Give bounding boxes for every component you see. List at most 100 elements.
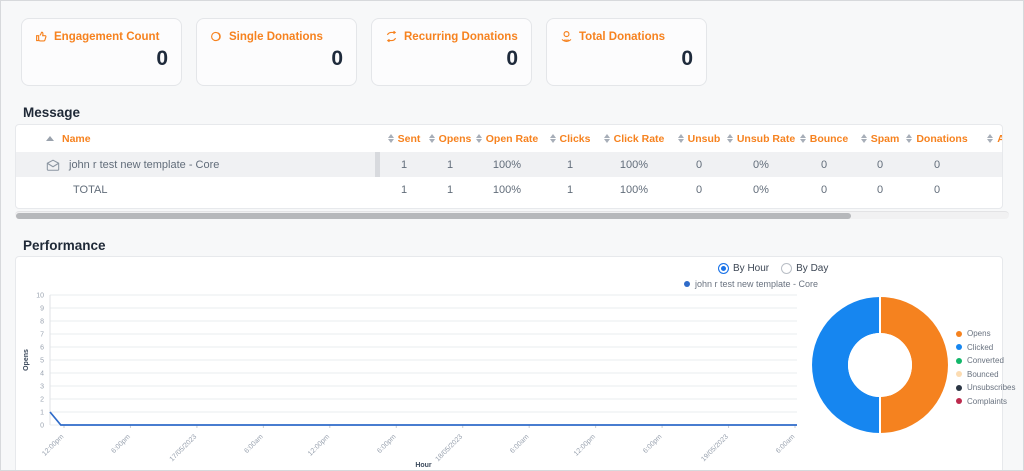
svg-text:4: 4 [40, 371, 44, 378]
cell-sent: 1 [400, 158, 408, 171]
legend-item-converted[interactable]: Converted [956, 356, 1015, 365]
sort-icon [603, 134, 610, 143]
svg-text:6: 6 [40, 345, 44, 352]
svg-text:7: 7 [40, 332, 44, 339]
sort-icon [428, 134, 435, 143]
svg-text:5: 5 [40, 358, 44, 365]
legend-item-unsubscribes[interactable]: Unsubscribes [956, 383, 1015, 392]
chart-mode-toggle: By Hour By Day [718, 263, 828, 274]
stat-label: Total Donations [579, 30, 666, 43]
legend-item-opens[interactable]: Opens [956, 329, 1015, 338]
stat-value: 0 [681, 47, 693, 70]
legend-dot [956, 330, 962, 337]
column-header-click-rate[interactable]: Click Rate [598, 133, 670, 145]
column-header-unsub-rate[interactable]: Unsub Rate [726, 133, 795, 145]
stat-label: Recurring Donations [404, 30, 518, 43]
legend-dot [956, 357, 962, 364]
sort-icon [987, 134, 994, 143]
column-header-amount-clipped[interactable]: A [968, 133, 1002, 145]
svg-text:0: 0 [40, 423, 44, 430]
stat-card-recurring-donations: Recurring Donations 0 [371, 18, 532, 86]
legend-dot [956, 371, 962, 377]
cell-open-rate: 100% [492, 183, 522, 196]
legend-item-complaints[interactable]: Complaints [956, 397, 1015, 406]
cell-unsub-rate: 0% [753, 158, 769, 171]
radio-selected-icon [718, 263, 729, 274]
cell-donations: 0 [933, 183, 941, 196]
cell-sent: 1 [400, 183, 408, 196]
legend-item-bounced[interactable]: Bounced [956, 370, 1015, 379]
cell-click-rate: 100% [619, 158, 649, 171]
svg-text:12:00pm: 12:00pm [41, 433, 65, 457]
coin-icon [210, 30, 223, 43]
cell-click-rate: 100% [619, 183, 649, 196]
cell-clicks: 1 [566, 158, 574, 171]
performance-card: By Hour By Day john r test new template … [15, 256, 1015, 470]
svg-text:9: 9 [40, 306, 44, 313]
cell-opens: 1 [446, 183, 454, 196]
stat-label: Single Donations [229, 30, 323, 43]
message-table-header-row: Name Sent Opens Open Rate Clicks Click R… [16, 125, 1002, 152]
svg-text:6:00pm: 6:00pm [376, 433, 398, 455]
cell-open-rate: 100% [492, 158, 522, 171]
column-header-sent[interactable]: Sent [380, 133, 428, 145]
thumbs-up-icon [35, 30, 48, 43]
sort-icon [387, 134, 394, 143]
column-header-name[interactable]: Name [16, 133, 380, 145]
legend-item-clicked[interactable]: Clicked [956, 343, 1015, 352]
sort-icon [549, 134, 556, 143]
cell-spam: 0 [876, 183, 884, 196]
cell-unsub: 0 [695, 183, 703, 196]
sort-icon [677, 134, 684, 143]
stats-row: Engagement Count 0 Single Donations 0 Re… [21, 18, 707, 86]
svg-text:6:00pm: 6:00pm [642, 433, 664, 455]
stat-value: 0 [156, 47, 168, 70]
horizontal-scrollbar-thumb[interactable] [16, 213, 851, 219]
cell-clicks: 1 [566, 183, 574, 196]
sort-icon [475, 134, 482, 143]
stat-card-total-donations: Total Donations 0 [546, 18, 707, 86]
column-header-opens[interactable]: Opens [428, 133, 472, 145]
sort-icon [726, 134, 733, 143]
mail-open-icon [46, 159, 60, 171]
donut-legend: Opens Clicked Converted Bounced Unsubscr… [956, 329, 1015, 406]
message-table: Name Sent Opens Open Rate Clicks Click R… [15, 124, 1003, 209]
stat-card-engagement-count: Engagement Count 0 [21, 18, 182, 86]
radio-unselected-icon [781, 263, 793, 274]
svg-text:12:00pm: 12:00pm [573, 433, 597, 457]
message-name-cell[interactable]: john r test new template - Core [16, 152, 380, 177]
table-row[interactable]: john r test new template - Core 1 1 100%… [16, 152, 1002, 177]
legend-dot [956, 384, 962, 391]
stat-card-single-donations: Single Donations 0 [196, 18, 357, 86]
sort-asc-icon [46, 136, 54, 141]
svg-text:18/05/2023: 18/05/2023 [434, 433, 464, 463]
performance-section-title: Performance [23, 238, 106, 253]
svg-text:1: 1 [40, 410, 44, 417]
column-header-unsub[interactable]: Unsub [670, 133, 728, 145]
column-header-bounce[interactable]: Bounce [794, 133, 854, 145]
svg-text:19/05/2023: 19/05/2023 [700, 433, 730, 463]
cell-spam: 0 [876, 158, 884, 171]
recurring-arrows-icon [385, 30, 398, 43]
column-header-donations[interactable]: Donations [906, 133, 968, 145]
svg-text:2: 2 [40, 397, 44, 404]
svg-text:6:00am: 6:00am [243, 433, 265, 455]
svg-text:10: 10 [36, 293, 44, 300]
cell-bounce: 0 [820, 183, 828, 196]
stat-value: 0 [506, 47, 518, 70]
cell-bounce: 0 [820, 158, 828, 171]
svg-text:17/05/2023: 17/05/2023 [169, 433, 199, 463]
radio-by-day[interactable]: By Day [781, 263, 828, 274]
column-header-open-rate[interactable]: Open Rate [472, 133, 542, 145]
horizontal-scrollbar-track[interactable] [15, 211, 1009, 219]
svg-text:Opens: Opens [23, 349, 30, 371]
column-header-clicks[interactable]: Clicks [542, 133, 598, 145]
line-series-legend[interactable]: john r test new template - Core [684, 279, 818, 289]
series-legend-dot [684, 281, 690, 287]
legend-dot [956, 398, 962, 404]
stat-label: Engagement Count [54, 30, 160, 43]
column-header-spam[interactable]: Spam [854, 133, 906, 145]
table-total-row: TOTAL 1 1 100% 1 100% 0 0% 0 0 0 [16, 177, 1002, 202]
radio-by-hour[interactable]: By Hour [718, 263, 769, 274]
